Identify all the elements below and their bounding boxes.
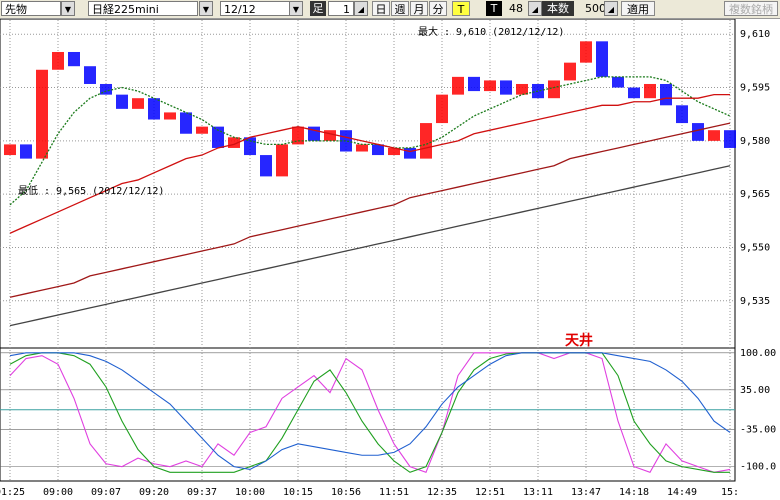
spinner[interactable]: ◢ bbox=[528, 1, 542, 16]
toolbar: 先物 ▼ 日経225mini ▼ 12/12 ▼ 足 1 ◢ 日 週 月 分 T… bbox=[0, 0, 780, 19]
candle bbox=[68, 52, 80, 66]
min-annotation: 最低 : 9,565 (2012/12/12) bbox=[18, 184, 164, 197]
candle bbox=[596, 41, 608, 77]
max-annotation: 最大 : 9,610 (2012/12/12) bbox=[418, 25, 564, 38]
limit-input[interactable]: 500 bbox=[582, 1, 604, 16]
candle bbox=[244, 137, 256, 155]
spinner[interactable]: ◢ bbox=[354, 1, 368, 16]
spinner[interactable]: ◢ bbox=[604, 1, 618, 16]
candle bbox=[84, 66, 96, 84]
y-tick-label: 9,565 bbox=[740, 189, 770, 200]
count-label: 本数 bbox=[542, 1, 574, 16]
candle bbox=[452, 77, 464, 95]
tick-button[interactable]: T bbox=[452, 1, 470, 16]
x-tick-label: 12:51 bbox=[475, 487, 505, 498]
multi-symbol-button[interactable]: 複数銘柄 bbox=[724, 1, 778, 16]
candle bbox=[580, 41, 592, 62]
candle bbox=[404, 148, 416, 159]
candle bbox=[52, 52, 64, 70]
candle bbox=[276, 144, 288, 176]
candle bbox=[692, 123, 704, 141]
candle bbox=[372, 144, 384, 155]
candle bbox=[148, 98, 160, 119]
candle bbox=[36, 70, 48, 159]
bar-size-input[interactable]: 1 bbox=[328, 1, 354, 16]
dropdown-arrow[interactable]: ▼ bbox=[289, 1, 303, 16]
count-input[interactable]: 48 bbox=[506, 1, 528, 16]
candle bbox=[468, 77, 480, 91]
x-tick-label: 14:18 bbox=[619, 487, 649, 498]
candle bbox=[436, 95, 448, 123]
candle bbox=[724, 130, 736, 148]
osc-tick-label: 35.00 bbox=[740, 385, 770, 396]
candle bbox=[260, 155, 272, 176]
week-button[interactable]: 週 bbox=[391, 1, 409, 16]
osc-tick-label: -100.0 bbox=[740, 462, 776, 473]
x-tick-label: 09:00 bbox=[43, 487, 73, 498]
dropdown-arrow[interactable]: ▼ bbox=[199, 1, 213, 16]
bar-label: 足 bbox=[310, 1, 326, 16]
candle bbox=[180, 112, 192, 133]
x-tick-label: 12:35 bbox=[427, 487, 457, 498]
candle bbox=[164, 112, 176, 119]
minute-button[interactable]: 分 bbox=[429, 1, 447, 16]
y-tick-label: 9,610 bbox=[740, 29, 770, 40]
candle bbox=[132, 98, 144, 109]
x-tick-label: 10:56 bbox=[331, 487, 361, 498]
y-tick-label: 9,595 bbox=[740, 83, 770, 94]
x-tick-label: 11:51 bbox=[379, 487, 409, 498]
apply-button[interactable]: 適用 bbox=[621, 1, 655, 16]
x-tick-label: 10:00 bbox=[235, 487, 265, 498]
y-tick-label: 9,535 bbox=[740, 296, 770, 307]
candle bbox=[644, 84, 656, 98]
signal-annotation: 天井 bbox=[565, 332, 593, 349]
x-tick-label: 10:15 bbox=[283, 487, 313, 498]
day-button[interactable]: 日 bbox=[372, 1, 390, 16]
y-tick-label: 9,550 bbox=[740, 242, 770, 253]
candle bbox=[4, 144, 16, 155]
x-tick-label: 09:20 bbox=[139, 487, 169, 498]
candle bbox=[660, 84, 672, 105]
osc-tick-label: 100.00 bbox=[740, 348, 776, 359]
tick-mode-button[interactable]: T bbox=[486, 1, 502, 16]
candle bbox=[548, 80, 560, 98]
x-tick-label: 09:07 bbox=[91, 487, 121, 498]
candle bbox=[516, 84, 528, 95]
candle bbox=[500, 80, 512, 94]
month-button[interactable]: 月 bbox=[410, 1, 428, 16]
y-tick-label: 9,580 bbox=[740, 136, 770, 147]
candle bbox=[676, 105, 688, 123]
candle bbox=[484, 80, 496, 91]
candle bbox=[20, 144, 32, 158]
candle bbox=[420, 123, 432, 159]
candle bbox=[196, 127, 208, 134]
candle bbox=[564, 63, 576, 81]
osc-tick-label: -35.00 bbox=[740, 425, 776, 436]
x-tick-label: 14:49 bbox=[667, 487, 697, 498]
x-tick-label: 01:25 bbox=[0, 487, 25, 498]
market-select[interactable]: 先物 bbox=[1, 1, 61, 16]
candle bbox=[612, 77, 624, 88]
x-tick-label: 15: bbox=[721, 487, 739, 498]
x-tick-label: 09:37 bbox=[187, 487, 217, 498]
dropdown-arrow[interactable]: ▼ bbox=[61, 1, 75, 16]
x-tick-label: 13:11 bbox=[523, 487, 553, 498]
symbol-select[interactable]: 日経225mini bbox=[88, 1, 198, 16]
candle bbox=[628, 88, 640, 99]
candle bbox=[292, 127, 304, 145]
candle bbox=[708, 130, 720, 141]
candle bbox=[356, 144, 368, 151]
candle bbox=[116, 95, 128, 109]
candle bbox=[324, 130, 336, 141]
date-select[interactable]: 12/12 bbox=[220, 1, 290, 16]
x-tick-label: 13:47 bbox=[571, 487, 601, 498]
